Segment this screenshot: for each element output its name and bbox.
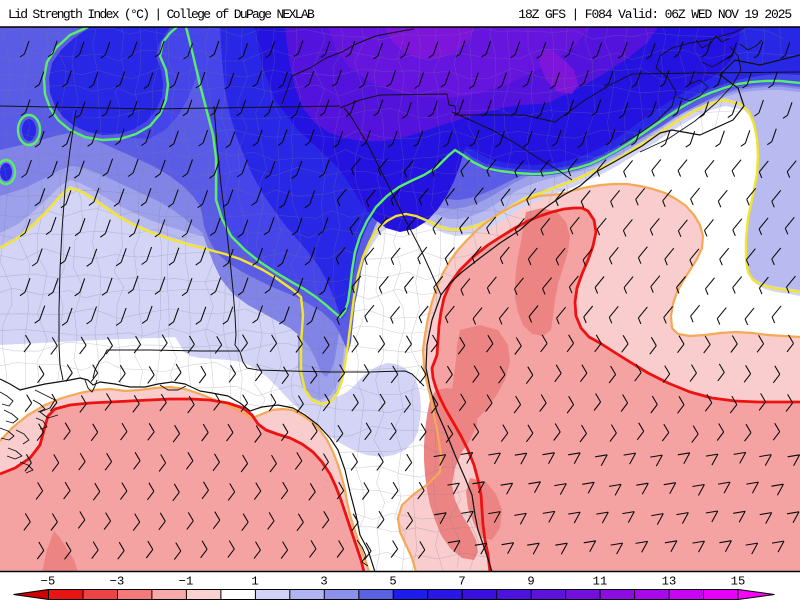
svg-text:5: 5 xyxy=(389,575,396,589)
svg-text:15: 15 xyxy=(731,575,746,589)
svg-text:11: 11 xyxy=(593,575,608,589)
svg-text:13: 13 xyxy=(662,575,677,589)
svg-text:3: 3 xyxy=(320,575,327,589)
svg-text:9: 9 xyxy=(527,575,534,589)
svg-text:−1: −1 xyxy=(179,575,194,589)
svg-text:−5: −5 xyxy=(41,575,56,589)
svg-text:−3: −3 xyxy=(110,575,125,589)
svg-text:7: 7 xyxy=(458,575,465,589)
svg-text:1: 1 xyxy=(251,575,258,589)
